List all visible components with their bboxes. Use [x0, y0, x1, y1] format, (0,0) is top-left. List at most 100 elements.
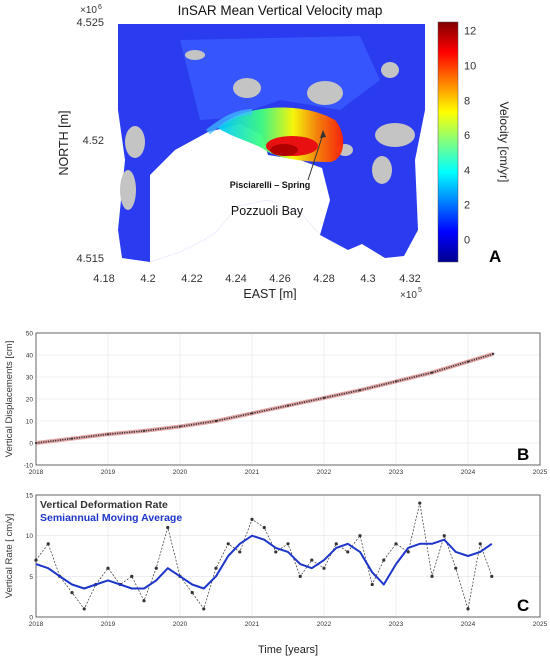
displacement-chart: -10 0 10 20 30 40 50 2018 2019 2020 2021 2022 2023 20…	[4, 331, 548, 477]
rate-point	[238, 550, 242, 554]
map-title: InSAR Mean Vertical Velocity map	[178, 3, 383, 18]
rate-point	[358, 534, 362, 538]
rate-point	[382, 558, 386, 562]
x-tick-label: 2020	[173, 469, 188, 476]
legend-ma-label: Semiannual Moving Average	[40, 512, 182, 524]
map-y-tick: 4.52	[83, 135, 104, 147]
plot-area	[35, 494, 541, 618]
x-tick-label: 2023	[389, 469, 404, 476]
map-x-tick: 4.28	[313, 273, 334, 285]
colorbar-tick: 10	[464, 60, 476, 72]
rate-point	[310, 558, 314, 562]
x-tick-label: 2024	[461, 621, 476, 628]
rate-point	[478, 542, 482, 546]
rate-point	[202, 607, 206, 611]
panel-letter-a: A	[489, 247, 501, 266]
map-x-tick: 4.2	[140, 273, 155, 285]
rate-point	[142, 599, 146, 603]
x-tick-label: 2022	[317, 621, 332, 628]
displacement-point	[286, 404, 290, 407]
x-tick-label: 2021	[245, 621, 260, 628]
x-tick-label: 2020	[173, 621, 188, 628]
rate-point	[130, 574, 134, 578]
map-x-tick: 4.3	[360, 273, 375, 285]
x-tick-label: 2023	[389, 621, 404, 628]
rate-point	[262, 525, 266, 530]
displacement-point	[466, 360, 470, 363]
rate-point	[334, 542, 338, 546]
pozzuoli-bay-sea	[150, 124, 330, 262]
displacement-point	[178, 425, 182, 428]
colorbar-tick: 12	[464, 26, 476, 38]
colorbar-tick: 0	[464, 234, 470, 246]
x-tick-label: 2022	[317, 469, 332, 476]
map-y-axis: 4.525 4.52 4.515 ×10 6 NORTH [m]	[57, 4, 104, 265]
map-x-label: EAST [m]	[243, 287, 296, 300]
map-x-tick: 4.18	[93, 273, 114, 285]
rate-point	[394, 542, 398, 546]
y-tick-label: 50	[26, 331, 34, 338]
map-y-tick: 4.515	[76, 253, 104, 265]
displacement-point	[322, 396, 326, 399]
rate-point	[34, 558, 38, 562]
rate-point	[430, 574, 434, 578]
map-x-exp: 5	[418, 287, 422, 294]
rate-y-label: Vertical Rate [ cm/y]	[4, 514, 15, 598]
x-tick-label: 2025	[533, 469, 548, 476]
relief-patches	[120, 50, 415, 210]
map-y-exp: 6	[98, 4, 102, 11]
displacement-point	[34, 441, 38, 445]
insar-map-panel: InSAR Mean Vertical Velocity map	[0, 0, 550, 300]
rate-point	[214, 566, 218, 570]
rate-point	[226, 542, 230, 546]
rate-chart: 0 5 10 15 2018 2019 2020 2021 2022 2023 2024 2025 Ve…	[4, 493, 548, 657]
y-tick-label: 10	[26, 419, 34, 426]
x-tick-label: 2024	[461, 469, 476, 476]
rate-point	[154, 566, 158, 570]
y-tick-label: 30	[26, 375, 34, 382]
displacement-y-label: Vertical Displacements [cm]	[4, 341, 15, 458]
plot-frame	[35, 332, 541, 466]
displacement-chart-panel: -10 0 10 20 30 40 50 2018 2019 2020 2021 2022 2023 20…	[0, 325, 550, 483]
rate-point	[406, 550, 410, 554]
insar-map-svg: InSAR Mean Vertical Velocity map	[57, 3, 511, 300]
map-x-tick: 4.32	[399, 273, 420, 285]
displacement-point	[70, 437, 74, 440]
colorbar-tick: 4	[464, 165, 470, 177]
map-x-axis: 4.18 4.2 4.22 4.24 4.26 4.28 4.3 4.32 EA…	[93, 273, 422, 300]
y-tick-label: -10	[24, 463, 34, 470]
displacement-point	[106, 433, 110, 436]
map-x-tick: 4.24	[225, 273, 246, 285]
rate-point	[322, 566, 326, 570]
rate-point	[286, 542, 290, 546]
x-tick-label: 2018	[29, 469, 44, 476]
rate-point	[166, 525, 170, 530]
bay-annotation: Pozzuoli Bay	[231, 204, 304, 218]
rate-point	[346, 550, 350, 554]
map-y-tick: 4.525	[76, 17, 104, 29]
rate-chart-panel: 0 5 10 15 2018 2019 2020 2021 2022 2023 2024 2025 Ve…	[0, 487, 550, 659]
moving-average-line	[35, 534, 493, 590]
x-tick-label: 2025	[533, 621, 548, 628]
spring-arrow	[307, 133, 324, 181]
map-y-exp-base: ×10	[80, 5, 97, 16]
map-y-label: NORTH [m]	[57, 110, 71, 175]
legend-raw-label: Vertical Deformation Rate	[40, 499, 168, 511]
colorbar-tick: 2	[464, 200, 470, 212]
colorbar-scale	[437, 21, 459, 263]
y-tick-label: 0	[29, 615, 33, 622]
rate-point	[46, 542, 50, 546]
rate-point	[70, 591, 74, 595]
rate-point	[274, 550, 278, 554]
colorbar-label: Velocity [cm/yr]	[497, 102, 511, 183]
y-tick-label: 15	[26, 493, 34, 500]
rate-point	[82, 607, 86, 611]
map-x-tick: 4.22	[181, 273, 202, 285]
x-tick-label: 2018	[29, 621, 44, 628]
time-x-label: Time [years]	[258, 644, 318, 656]
displacement-point	[358, 389, 362, 392]
panel-letter-b: B	[517, 445, 529, 464]
y-tick-label: 10	[26, 533, 34, 540]
map-x-tick: 4.26	[269, 273, 290, 285]
y-tick-label: 5	[29, 574, 33, 581]
